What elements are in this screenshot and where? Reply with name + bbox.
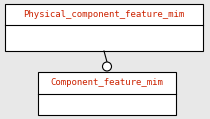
Bar (5, 4, 203, 51)
Circle shape (102, 62, 112, 71)
Text: Component_feature_mim: Component_feature_mim (51, 78, 163, 87)
Text: Physical_component_feature_mim: Physical_component_feature_mim (23, 10, 185, 19)
Bar (38, 72, 176, 115)
